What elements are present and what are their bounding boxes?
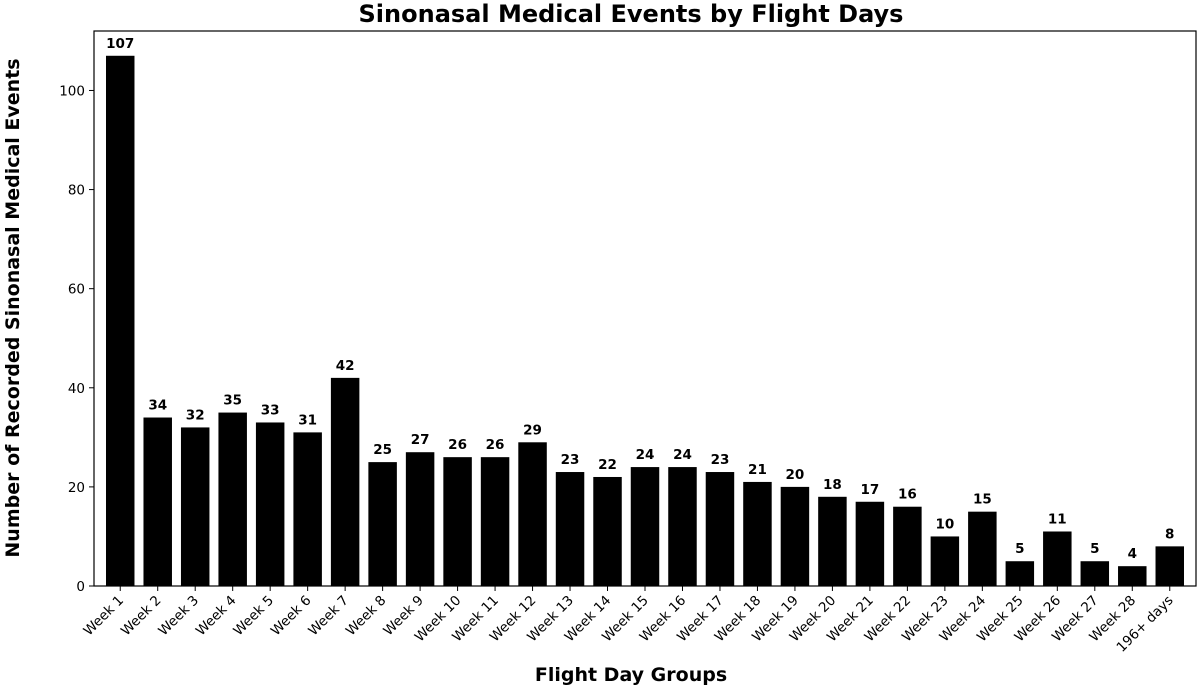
bar <box>1118 566 1147 586</box>
bar <box>105 55 135 586</box>
bar-value-label: 31 <box>298 412 317 428</box>
bar <box>818 496 847 586</box>
bar <box>443 457 472 586</box>
x-tick-label: Week 1 <box>80 593 127 640</box>
bar <box>1005 561 1035 586</box>
bar <box>668 467 697 586</box>
plot-frame <box>93 30 1197 587</box>
bar-value-label: 5 <box>1090 541 1099 557</box>
bar-value-label: 18 <box>823 477 842 493</box>
bar <box>893 506 922 586</box>
bar-value-label: 16 <box>898 487 917 503</box>
x-tick-label: Week 4 <box>193 593 240 640</box>
bar <box>255 422 285 586</box>
bar <box>518 442 547 586</box>
y-tick-label: 80 <box>68 183 85 199</box>
bar-value-label: 34 <box>148 398 167 414</box>
bar-value-label: 21 <box>748 462 767 478</box>
bar-value-label: 29 <box>523 422 542 438</box>
y-tick-label: 60 <box>68 282 85 298</box>
bar <box>1155 546 1185 586</box>
bar <box>218 412 247 586</box>
bar-value-label: 107 <box>106 36 134 52</box>
bar <box>780 486 810 586</box>
bar-value-label: 32 <box>186 407 205 423</box>
chart-title: Sinonasal Medical Events by Flight Days <box>359 0 904 28</box>
bar-value-label: 15 <box>973 492 992 508</box>
y-axis-ticks: 0 20 40 60 80 100 <box>59 83 94 595</box>
bar-value-label: 22 <box>598 457 617 473</box>
bar-value-label: 23 <box>711 452 730 468</box>
bar-value-label: 20 <box>786 467 805 483</box>
x-tick-label: Week 8 <box>343 593 390 640</box>
bar <box>143 417 172 586</box>
bar <box>593 476 622 586</box>
bar-value-label: 4 <box>1128 546 1137 562</box>
x-tick-label: Week 3 <box>155 593 202 640</box>
bar <box>293 432 322 586</box>
bar <box>555 472 585 586</box>
x-tick-label: Week 6 <box>268 593 315 640</box>
bars-group <box>105 55 1185 586</box>
bar <box>855 501 885 586</box>
y-tick-label: 0 <box>76 579 85 595</box>
bar-value-label: 33 <box>261 402 280 418</box>
y-tick-label: 100 <box>59 83 85 99</box>
bar <box>968 511 997 586</box>
bar-value-label: 24 <box>636 447 655 463</box>
bar-value-label: 35 <box>223 393 242 409</box>
bar-value-label: 5 <box>1015 541 1024 557</box>
bar-value-label: 11 <box>1048 511 1067 527</box>
bar-value-label: 23 <box>561 452 580 468</box>
y-axis-label: Number of Recorded Sinonasal Medical Eve… <box>2 58 24 557</box>
y-tick-label: 40 <box>68 381 85 397</box>
x-tick-label: Week 2 <box>118 593 165 640</box>
bar-value-label: 25 <box>373 442 392 458</box>
bar-labels-group: 107 34 32 35 33 31 42 25 27 26 26 29 23 22 24 24 23 21 20 1… <box>106 36 1174 562</box>
bar <box>630 467 660 586</box>
bar <box>1043 531 1072 586</box>
x-axis-label: Flight Day Groups <box>535 664 727 686</box>
bar-value-label: 8 <box>1165 526 1174 542</box>
bar-value-label: 10 <box>935 516 954 532</box>
bar <box>480 457 510 586</box>
bar <box>705 472 735 586</box>
y-tick-label: 20 <box>68 480 85 496</box>
bar-value-label: 17 <box>860 482 879 498</box>
bar <box>1080 561 1110 586</box>
bar <box>180 427 210 586</box>
bar-value-label: 42 <box>336 358 355 374</box>
bar <box>405 452 435 586</box>
bar <box>743 481 772 586</box>
bar <box>330 377 360 586</box>
x-tick-label: Week 5 <box>230 593 277 640</box>
bar-value-label: 26 <box>486 437 505 453</box>
bar <box>368 462 397 586</box>
bar-value-label: 27 <box>411 432 430 448</box>
x-tick-label: Week 7 <box>305 593 352 640</box>
bar <box>930 536 960 586</box>
bar-value-label: 26 <box>448 437 467 453</box>
bar-value-label: 24 <box>673 447 692 463</box>
